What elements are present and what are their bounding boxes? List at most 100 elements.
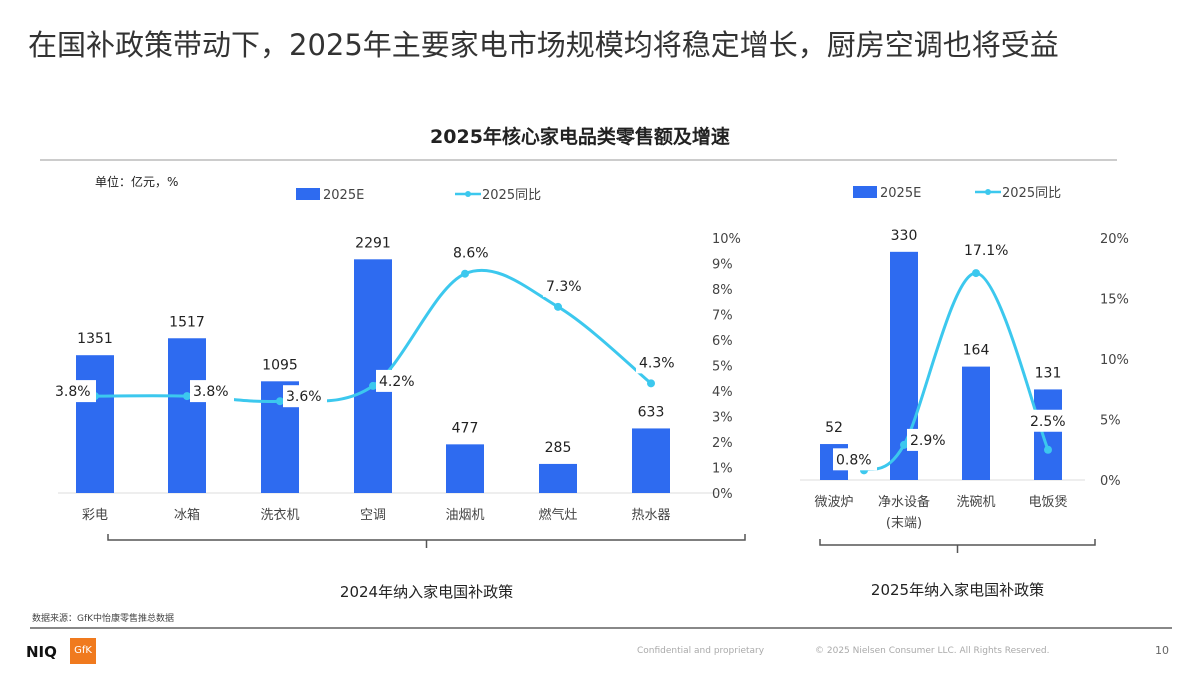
- data-label-bg: [190, 380, 234, 403]
- data-label-bg: [450, 241, 494, 264]
- bar-value-label: 131: [1035, 365, 1062, 381]
- y2-tick-label: 1%: [712, 462, 733, 477]
- category-label: 彩电: [82, 508, 108, 523]
- category-label: 净水设备: [878, 494, 930, 510]
- category-label: (末端): [886, 516, 922, 531]
- category-label: 微波炉: [814, 495, 853, 510]
- source-note: 数据来源：GfK中怡康零售推总数据: [32, 614, 175, 624]
- line-value-label: 3.8%: [193, 384, 229, 400]
- y2-tick-label: 10%: [1100, 353, 1129, 368]
- bar: [1034, 389, 1062, 480]
- group-label: 2025年纳入家电国补政策: [871, 581, 1044, 599]
- line-marker: [276, 397, 284, 406]
- line-value-label: 0.8%: [836, 452, 872, 468]
- category-label: 冰箱: [174, 507, 200, 523]
- line-marker: [900, 440, 908, 449]
- y2-tick-label: 4%: [712, 385, 733, 400]
- line-marker: [554, 302, 562, 311]
- data-label-bg: [376, 369, 420, 392]
- footer-confidential: Confidential and proprietary: [637, 646, 765, 656]
- category-label: 燃气灶: [538, 507, 577, 523]
- line-value-label: 3.6%: [286, 389, 322, 405]
- legend-line-label: 2025同比: [482, 188, 541, 203]
- line-marker: [461, 269, 469, 278]
- line-value-label: 2.9%: [910, 433, 946, 449]
- line-value-label: 4.3%: [639, 355, 675, 371]
- y2-tick-label: 6%: [712, 334, 733, 349]
- category-label: 洗碗机: [956, 494, 995, 510]
- bar-value-label: 52: [825, 420, 843, 436]
- data-label-bg: [283, 385, 327, 408]
- slide-title: 在国补政策带动下，2025年主要家电市场规模均将稳定增长，厨房空调也将受益: [28, 28, 1059, 62]
- group-label: 2024年纳入家电国补政策: [340, 583, 513, 601]
- data-label-bg: [833, 448, 877, 471]
- data-label-bg: [636, 351, 680, 374]
- bar-value-label: 330: [891, 228, 918, 244]
- bar-value-label: 633: [638, 404, 665, 420]
- bar: [962, 366, 990, 480]
- line-value-label: 4.2%: [379, 374, 415, 390]
- chart-title: 2025年核心家电品类零售额及增速: [430, 126, 730, 148]
- bar-value-label: 477: [452, 420, 479, 436]
- line-value-label: 7.3%: [546, 279, 582, 295]
- y2-tick-label: 5%: [712, 360, 733, 375]
- line-value-label: 17.1%: [964, 243, 1008, 259]
- line-marker: [369, 381, 377, 390]
- y2-tick-label: 8%: [712, 283, 733, 298]
- line-value-label: 8.6%: [453, 246, 489, 262]
- legend-line-marker: [465, 191, 471, 197]
- y2-tick-label: 15%: [1100, 293, 1129, 308]
- bar-value-label: 2291: [355, 235, 391, 251]
- bar-value-label: 1517: [169, 314, 205, 330]
- legend-line-marker: [985, 189, 991, 195]
- data-label-bg: [1027, 409, 1071, 432]
- bar: [539, 463, 577, 493]
- category-label: 空调: [360, 508, 386, 523]
- bar: [76, 355, 114, 493]
- category-label: 电饭煲: [1028, 494, 1067, 510]
- y2-tick-label: 3%: [712, 411, 733, 426]
- legend-bar-swatch: [853, 186, 877, 198]
- legend-bar-label: 2025E: [880, 186, 921, 201]
- legend-line-label: 2025同比: [1002, 186, 1061, 201]
- y2-tick-label: 0%: [712, 487, 733, 502]
- data-label-bg: [961, 239, 1005, 262]
- category-label: 油烟机: [445, 508, 484, 523]
- data-label-bg: [543, 274, 587, 297]
- y2-tick-label: 9%: [712, 258, 733, 273]
- legend-bar-label: 2025E: [323, 188, 364, 203]
- niq-logo: NIQ: [26, 643, 57, 661]
- line-marker: [1044, 445, 1052, 454]
- y2-tick-label: 20%: [1100, 232, 1129, 247]
- category-label: 洗衣机: [260, 507, 299, 523]
- bar-value-label: 1351: [77, 331, 113, 347]
- legend-bar-swatch: [296, 188, 320, 200]
- group-bracket: [819, 539, 1096, 553]
- bar: [632, 428, 670, 493]
- gfk-logo: GfK: [70, 638, 96, 664]
- group-bracket: [107, 534, 746, 548]
- line-value-label: 2.5%: [1030, 414, 1066, 430]
- line-marker: [972, 269, 980, 278]
- page-number: 10: [1155, 644, 1169, 657]
- footer-copyright: © 2025 Nielsen Consumer LLC. All Rights …: [815, 646, 1050, 656]
- line-series: [863, 271, 1050, 472]
- y2-tick-label: 7%: [712, 309, 733, 324]
- data-label-bg: [907, 428, 951, 451]
- category-label: 热水器: [631, 508, 670, 523]
- bar: [446, 444, 484, 493]
- line-value-label: 3.8%: [55, 384, 91, 400]
- bar-value-label: 164: [963, 343, 990, 359]
- y2-tick-label: 2%: [712, 436, 733, 451]
- bar-value-label: 1095: [262, 357, 298, 373]
- line-marker: [183, 392, 191, 401]
- line-marker: [647, 379, 655, 388]
- y2-tick-label: 10%: [712, 232, 741, 247]
- unit-label: 单位：亿元，%: [95, 174, 178, 189]
- data-label-bg: [52, 380, 96, 403]
- y2-tick-label: 0%: [1100, 474, 1121, 489]
- y2-tick-label: 5%: [1100, 414, 1121, 429]
- bar: [168, 338, 206, 493]
- bar-value-label: 285: [545, 440, 572, 456]
